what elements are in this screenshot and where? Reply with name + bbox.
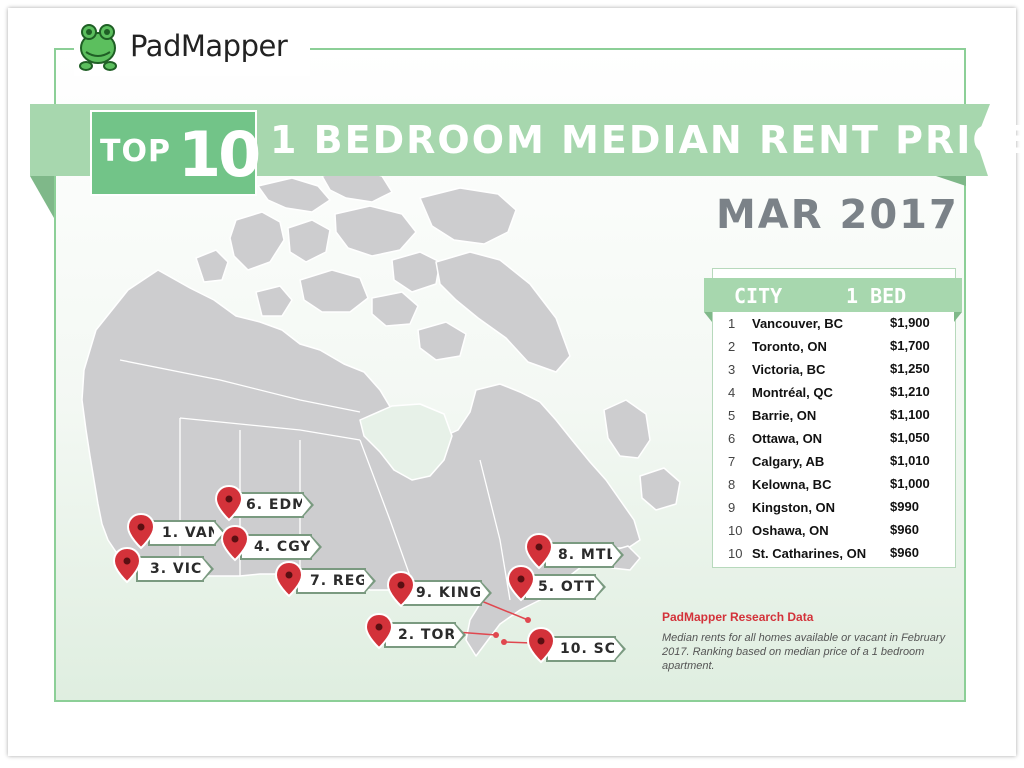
pin-icon-edm [215,485,243,521]
pin-icon-tor [365,613,393,649]
city: Kelowna, BC [752,477,832,492]
table-row: 4 Montréal, QC $1,210 [712,381,956,404]
marker-label-vic: 3. VIC [136,556,214,582]
table-row: 3 Victoria, BC $1,250 [712,358,956,381]
city: Ottawa, ON [752,431,823,446]
city: St. Catharines, ON [752,546,867,561]
rent: $1,100 [890,407,930,422]
rent: $1,700 [890,338,930,353]
rank: 10 [728,523,743,538]
brand-name: PadMapper [130,29,288,63]
rank: 7 [728,454,736,469]
rent: $960 [890,522,919,537]
banner-title: 1 BEDROOM MEDIAN RENT PRICES [270,118,1024,162]
city: Calgary, AB [752,454,825,469]
table-row: 10 St. Catharines, ON $960 [712,542,956,565]
marker-label-king: 9. KING [402,580,492,606]
rent: $1,000 [890,476,930,491]
top-10-box: TOP 10 [90,110,261,196]
rent: $960 [890,545,919,560]
table-row: 7 Calgary, AB $1,010 [712,450,956,473]
marker-label-mtl: 8. MTL [544,542,624,568]
table-row: 2 Toronto, ON $1,700 [712,335,956,358]
source-note: Median rents for all homes available or … [662,632,946,672]
pin-icon-sc [527,627,555,663]
rank: 5 [728,408,736,423]
table-row: 10 Oshawa, ON $960 [712,519,956,542]
city: Kingston, ON [752,500,836,515]
table-row: 1 Vancouver, BC $1,900 [712,312,956,335]
marker-label-tor: 2. TOR [384,622,466,648]
rent: $990 [890,499,919,514]
rank: 3 [728,362,736,377]
city: Toronto, ON [752,339,827,354]
rent-table [712,268,956,568]
pin-icon-king [387,571,415,607]
column-rent: 1 BED RENT [846,284,907,332]
rank: 4 [728,385,736,400]
pin-icon-ott [507,565,535,601]
king-dot [525,617,531,623]
top-word: TOP [100,134,171,169]
rent: $1,250 [890,361,930,376]
rent: $1,050 [890,430,930,445]
city: Victoria, BC [752,362,826,377]
table-row: 8 Kelowna, BC $1,000 [712,473,956,496]
table-row: 6 Ottawa, ON $1,050 [712,427,956,450]
column-city: CITY [734,284,783,308]
rank: 2 [728,339,736,354]
rent: $1,010 [890,453,930,468]
frog-icon [79,24,117,71]
padmapper-logo: PadMapper [74,16,310,76]
pin-icon-reg [275,561,303,597]
marker-label-cgy: 4. CGY [240,534,322,560]
rank: 8 [728,477,736,492]
pin-icon-cgy [221,525,249,561]
sc-dot [501,639,507,645]
marker-label-sc: 10. SC [546,636,626,662]
city: Oshawa, ON [752,523,829,538]
pin-icon-van [127,513,155,549]
table-rows: 1 Vancouver, BC $1,900 2 Toronto, ON $1,700 … [712,312,956,565]
rent: $1,210 [890,384,930,399]
table-row: 9 Kingston, ON $990 [712,496,956,519]
marker-label-reg: 7. REG [296,568,376,594]
title-banner [30,104,990,218]
table-header-ribbon [704,278,962,322]
marker-label-edm: 6. EDM [232,492,314,518]
city: Barrie, ON [752,408,817,423]
rank: 1 [728,316,736,331]
table-header: CITY 1 BED RENT [704,278,962,332]
report-date: MAR 2017 [716,192,959,238]
city: Vancouver, BC [752,316,844,331]
rank: 6 [728,431,736,446]
table-row: 5 Barrie, ON $1,100 [712,404,956,427]
pin-icon-vic [113,547,141,583]
tor-dot [493,632,499,638]
top-number: 10 [178,118,261,191]
source-title: PadMapper Research Data [662,610,814,624]
rank: 10 [728,546,743,561]
rank: 9 [728,500,736,515]
city: Montréal, QC [752,385,833,400]
pin-icon-mtl [525,533,553,569]
rent: $1,900 [890,315,930,330]
